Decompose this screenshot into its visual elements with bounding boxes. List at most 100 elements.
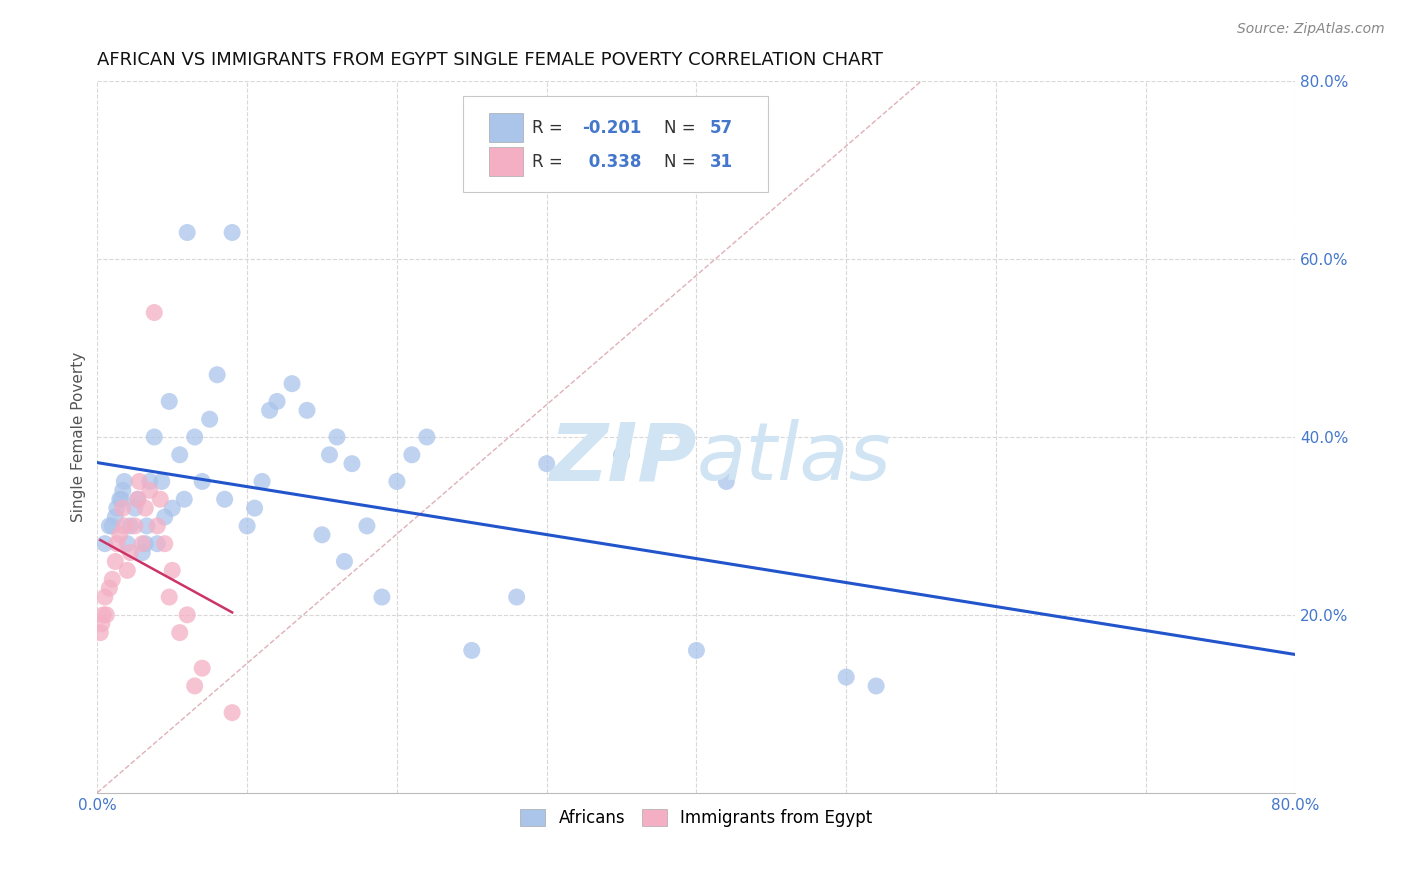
Point [124, 501, 146, 516]
Point [505, 590, 527, 604]
Y-axis label: Single Female Poverty: Single Female Poverty [72, 351, 86, 522]
Point [205, 368, 228, 382]
Point [135, 519, 157, 533]
Point [94, 590, 117, 604]
Point [146, 519, 169, 533]
Point [191, 475, 214, 489]
Point [153, 537, 176, 551]
Point [416, 430, 439, 444]
Point [134, 537, 156, 551]
Point [281, 376, 304, 391]
Text: AFRICAN VS IMMIGRANTS FROM EGYPT SINGLE FEMALE POVERTY CORRELATION CHART: AFRICAN VS IMMIGRANTS FROM EGYPT SINGLE … [97, 51, 883, 69]
Point [149, 492, 172, 507]
Point [183, 679, 205, 693]
Point [93, 607, 115, 622]
Point [128, 475, 150, 489]
Point [198, 412, 221, 426]
Point [183, 430, 205, 444]
Point [173, 492, 195, 507]
Point [865, 679, 887, 693]
Point [243, 501, 266, 516]
Point [176, 226, 198, 240]
Point [214, 492, 236, 507]
Point [94, 537, 117, 551]
Text: atlas: atlas [696, 419, 891, 498]
Point [326, 430, 349, 444]
Point [146, 537, 169, 551]
Point [112, 519, 135, 533]
Point [311, 528, 333, 542]
Point [160, 563, 183, 577]
Point [111, 483, 134, 498]
Point [169, 448, 191, 462]
Point [139, 483, 162, 498]
Point [127, 492, 149, 507]
Point [96, 607, 118, 622]
Text: 0.338: 0.338 [582, 153, 641, 170]
Point [143, 430, 166, 444]
Point [105, 537, 128, 551]
Point [120, 545, 142, 559]
Point [131, 537, 153, 551]
FancyBboxPatch shape [489, 113, 523, 142]
Point [98, 581, 121, 595]
Point [153, 510, 176, 524]
Point [157, 394, 180, 409]
Point [176, 607, 198, 622]
Point [716, 475, 738, 489]
Point [333, 554, 356, 568]
Point [134, 501, 156, 516]
Point [236, 519, 259, 533]
Point [120, 519, 142, 533]
Point [108, 528, 131, 542]
Text: 57: 57 [710, 119, 733, 136]
Text: N =: N = [664, 119, 702, 136]
Point [160, 501, 183, 516]
Point [127, 492, 149, 507]
Text: N =: N = [664, 153, 702, 170]
Point [101, 519, 124, 533]
Text: R =: R = [533, 153, 568, 170]
Point [105, 501, 128, 516]
Point [221, 226, 243, 240]
Point [835, 670, 858, 684]
Point [221, 706, 243, 720]
Point [110, 492, 132, 507]
Point [356, 519, 378, 533]
Point [250, 475, 273, 489]
Point [401, 448, 423, 462]
Point [385, 475, 408, 489]
Point [266, 394, 288, 409]
FancyBboxPatch shape [489, 147, 523, 176]
Text: Source: ZipAtlas.com: Source: ZipAtlas.com [1237, 22, 1385, 37]
Text: ZIP: ZIP [548, 419, 696, 498]
Point [536, 457, 558, 471]
Point [90, 616, 112, 631]
Text: 31: 31 [710, 153, 733, 170]
Point [112, 475, 135, 489]
FancyBboxPatch shape [463, 95, 768, 192]
Point [139, 475, 162, 489]
Point [124, 519, 146, 533]
Text: R =: R = [533, 119, 568, 136]
Point [111, 501, 134, 516]
Point [610, 448, 633, 462]
Point [89, 625, 111, 640]
Point [191, 661, 214, 675]
Point [461, 643, 484, 657]
Point [98, 519, 121, 533]
Point [143, 305, 166, 319]
Point [340, 457, 363, 471]
Point [117, 537, 139, 551]
Point [157, 590, 180, 604]
Point [104, 510, 127, 524]
Point [150, 475, 173, 489]
Point [131, 545, 153, 559]
Point [108, 492, 131, 507]
Point [318, 448, 340, 462]
Legend: Africans, Immigrants from Egypt: Africans, Immigrants from Egypt [513, 803, 879, 834]
Point [685, 643, 707, 657]
Point [371, 590, 394, 604]
Point [117, 563, 139, 577]
Point [259, 403, 281, 417]
